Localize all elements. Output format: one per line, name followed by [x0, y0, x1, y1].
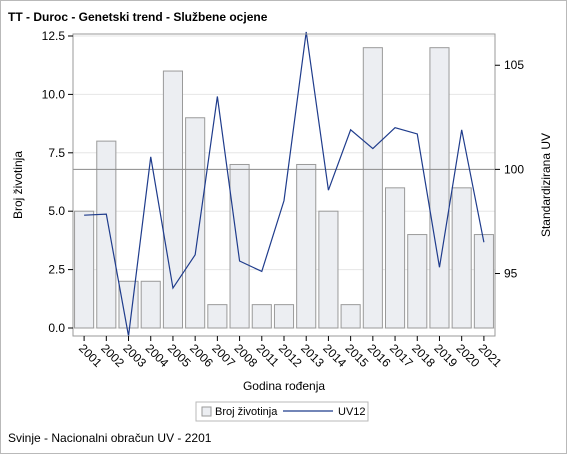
x-tick-label: 2021	[476, 341, 505, 370]
bar	[74, 210, 95, 329]
x-tick-label: 2017	[387, 341, 416, 370]
legend-bar-swatch	[201, 406, 212, 417]
x-tick-label: 2003	[120, 341, 149, 370]
bar	[362, 47, 383, 329]
y2-tick-label: 105	[504, 58, 524, 72]
chart-title: TT - Duroc - Genetski trend - Službene o…	[8, 10, 268, 24]
y-tick-label: 5.0	[48, 204, 65, 218]
bar	[251, 304, 272, 329]
bar	[162, 70, 183, 329]
x-tick-label: 2002	[98, 341, 127, 370]
x-tick-label: 2005	[165, 341, 194, 370]
x-tick-label: 2001	[76, 341, 105, 370]
bar	[296, 163, 317, 329]
bar	[318, 210, 339, 329]
bar	[140, 280, 161, 329]
x-tick-label: 2008	[231, 341, 260, 370]
bar-layer	[74, 47, 494, 329]
x-tick-label: 2007	[209, 341, 238, 370]
y-tick-label: 10.0	[42, 87, 66, 101]
y-tick-label: 0.0	[48, 321, 65, 335]
x-tick-label: 2020	[454, 341, 483, 370]
y-axis-label: Broj životinja	[11, 151, 25, 219]
x-tick-label: 2018	[409, 341, 438, 370]
y-tick-label: 2.5	[48, 263, 65, 277]
y2-tick-label: 95	[504, 267, 518, 281]
bar	[340, 304, 361, 329]
x-tick-label: 2019	[431, 341, 460, 370]
x-tick-label: 2014	[320, 341, 349, 370]
x-tick-label: 2016	[365, 341, 394, 370]
bar	[273, 304, 295, 329]
bar	[451, 187, 472, 329]
bar	[185, 117, 206, 329]
bar	[207, 304, 228, 329]
y-tick-label: 7.5	[48, 146, 65, 160]
legend: Broj životinja UV12	[195, 401, 369, 422]
x-tick-label: 2013	[298, 341, 327, 370]
y2-axis-label: Standardizirana UV	[539, 133, 553, 237]
bar	[429, 47, 450, 329]
bar	[229, 163, 250, 329]
x-tick-label: 2004	[143, 341, 172, 370]
x-tick-label: 2015	[343, 341, 372, 370]
y-tick-label: 12.5	[42, 29, 66, 43]
legend-line-label: UV12	[338, 406, 366, 418]
y2-tick-label: 100	[504, 162, 524, 176]
bar	[118, 280, 139, 329]
series-line-uv12	[84, 31, 485, 337]
bar	[407, 234, 428, 329]
x-axis-label: Godina rođenja	[243, 379, 325, 393]
bar	[96, 140, 117, 329]
legend-box	[195, 401, 369, 422]
bar	[473, 234, 494, 329]
chart-footnote: Svinje - Nacionalni obračun UV - 2201	[8, 431, 212, 445]
line-layer	[84, 31, 485, 337]
x-tick-label: 2006	[187, 341, 216, 370]
x-tick-label: 2012	[276, 341, 305, 370]
x-tick-label: 2011	[254, 341, 282, 369]
legend-bar-label: Broj životinja	[215, 406, 278, 418]
bar	[385, 187, 406, 329]
